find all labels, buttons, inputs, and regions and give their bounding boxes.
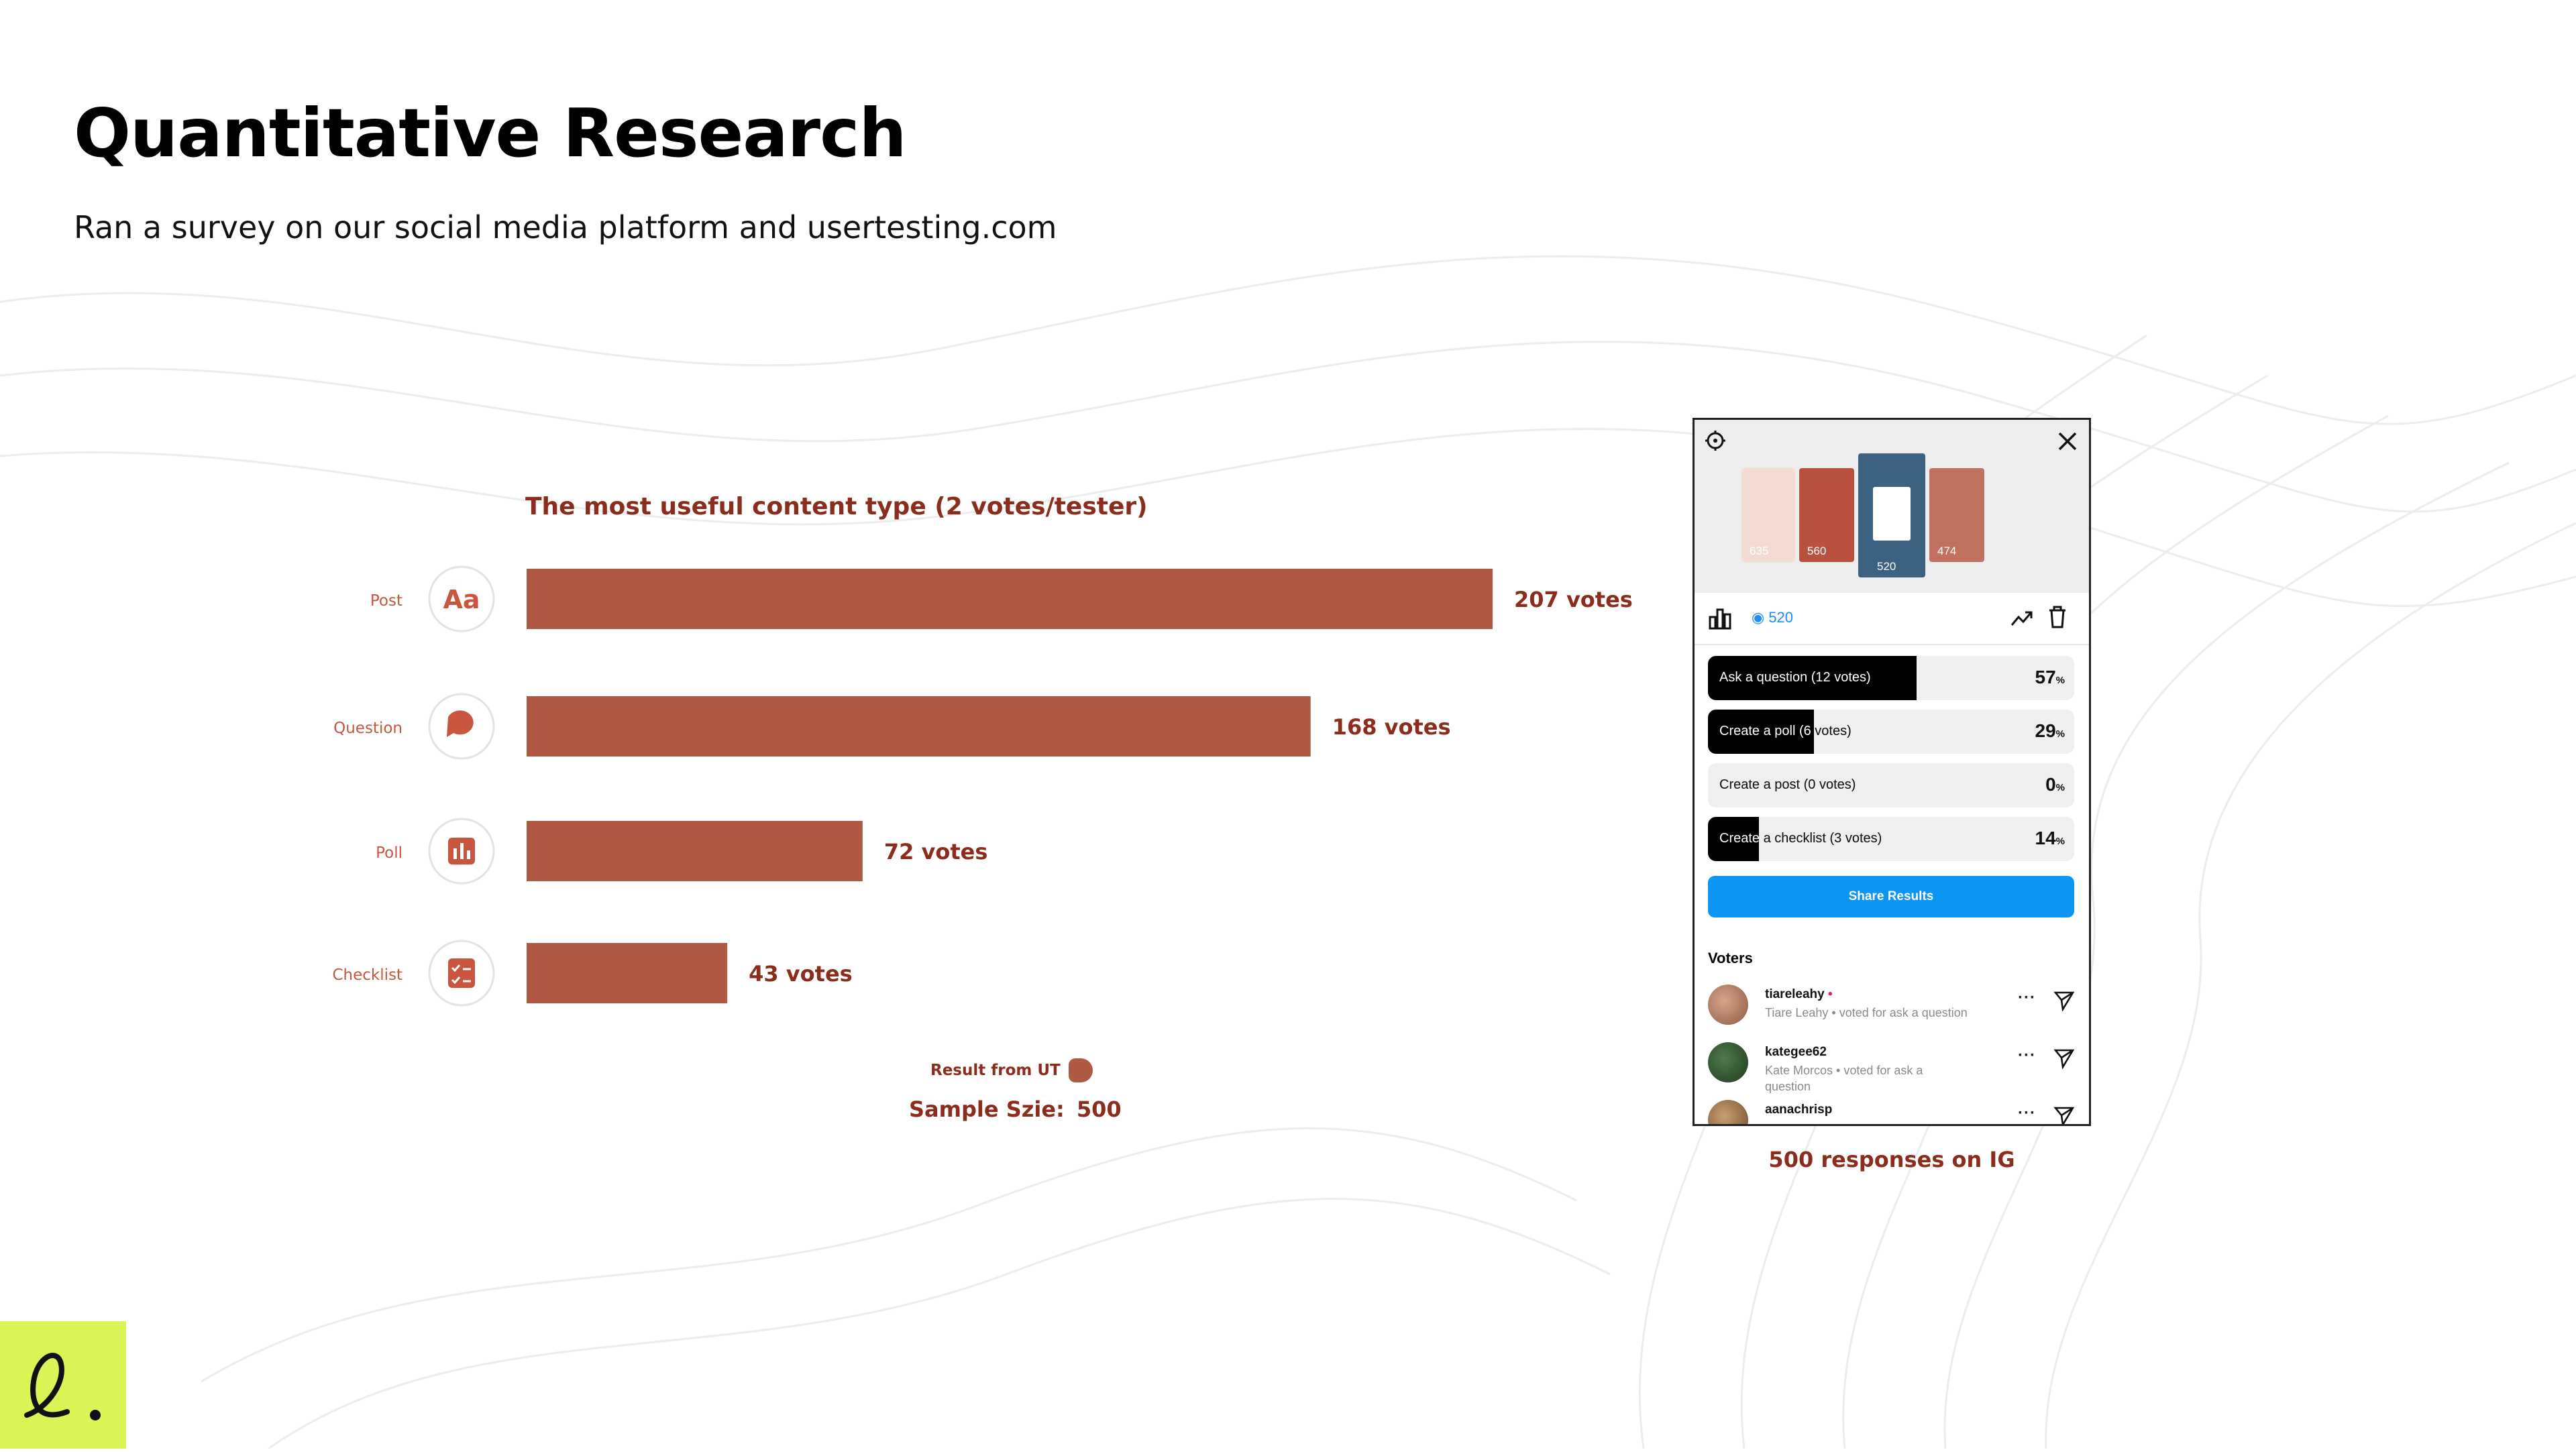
bar-chart-icon-bar [467, 850, 470, 859]
story-views: 474 [1937, 545, 1957, 557]
share-results-button[interactable]: Share Results [1708, 876, 2074, 917]
checklist-icon [448, 958, 475, 988]
sample-size-value: 500 [1076, 1097, 1122, 1122]
brand-logo [0, 1321, 126, 1449]
checklist-icon-marks [451, 964, 471, 985]
send-icon[interactable] [2053, 1048, 2075, 1069]
voter-description: Tiare Leahy • voted for ask a question [1765, 1006, 1968, 1019]
category-label: Checklist [332, 966, 402, 984]
chart-title: The most useful content type (2 votes/te… [525, 493, 1148, 520]
chart-legend: Result from UT [930, 1058, 1093, 1082]
story-thumbnail[interactable]: 560 [1799, 468, 1854, 562]
avatar[interactable] [1708, 1042, 1748, 1082]
poll-option-percent: 14% [2035, 828, 2065, 848]
poll-option-fill [1708, 710, 1815, 754]
text-aa-icon: Aa [443, 585, 480, 614]
more-options-icon[interactable]: ··· [2018, 1104, 2036, 1122]
poll-option-label: Ask a question (12 votes) [1719, 670, 1871, 685]
page-title: Quantitative Research [74, 94, 907, 172]
bar [527, 696, 1311, 757]
poll-preview [1873, 487, 1911, 541]
send-icon[interactable] [2053, 1105, 2075, 1126]
data-label: 43 votes [749, 961, 853, 987]
poll-option-percent: 0% [2045, 774, 2065, 795]
eye-icon: ◉ [1752, 609, 1769, 626]
legend-label: Result from UT [930, 1062, 1061, 1079]
category-label: Question [333, 720, 402, 737]
story-views: 635 [1750, 545, 1769, 557]
voter-description: Kate Morcos • voted for ask a question [1765, 1064, 1923, 1093]
bar [527, 821, 863, 881]
poll-option-percent: 29% [2035, 720, 2065, 741]
poll-option: Create a poll (6 votes) 29% [1708, 710, 2074, 754]
send-icon[interactable] [2053, 990, 2075, 1011]
category-label: Post [370, 592, 402, 610]
icon-badge [428, 565, 495, 632]
voter-row[interactable]: tiareleahy • Tiare Leahy • voted for ask… [1708, 985, 2084, 1038]
poll-option: Ask a question (12 votes) 57% [1708, 656, 2074, 700]
data-label: 72 votes [884, 839, 988, 864]
bar-chart-icon-bar [460, 843, 464, 859]
close-icon[interactable] [2057, 431, 2078, 452]
sample-size: Sample Szie: 500 [909, 1097, 1122, 1122]
story-thumbnail-active[interactable]: 520 [1858, 453, 1925, 577]
e-logo-icon [24, 1353, 101, 1420]
bar [527, 943, 728, 1003]
story-header: 635 560 520 474 [1695, 420, 2089, 593]
more-options-icon[interactable]: ··· [2018, 989, 2036, 1007]
page-subtitle: Ran a survey on our social media platfor… [74, 209, 1057, 245]
gear-icon[interactable] [1704, 429, 1727, 452]
ig-caption: 500 responses on IG [1768, 1147, 2015, 1172]
poll-toolbar: ◉ 520 [1695, 593, 2089, 645]
voter-username[interactable]: aanachrisp [1765, 1103, 1833, 1117]
poll-option-fill [1708, 817, 1760, 861]
avatar[interactable] [1708, 985, 1748, 1025]
story-thumbnail[interactable]: 474 [1929, 468, 1984, 562]
question-chat-icon [447, 710, 474, 737]
story-views: 560 [1807, 545, 1827, 557]
voter-row[interactable]: aanachrisp ··· [1708, 1100, 2084, 1126]
bar-chart-icon-bar [453, 848, 457, 859]
trash-icon[interactable] [2047, 605, 2068, 629]
avatar[interactable] [1708, 1100, 1748, 1124]
bar [527, 569, 1493, 629]
poll-option: Create a checklist (3 votes) 14% [1708, 817, 2074, 861]
data-label: 168 votes [1332, 714, 1451, 740]
poll-option-percent: 57% [2035, 667, 2065, 687]
poll-option-label: Create a poll (6 votes) [1719, 724, 1851, 738]
poll-option-fill [1708, 656, 1917, 700]
voters-heading: Voters [1708, 950, 1753, 966]
voter-username[interactable]: kategee62 [1765, 1045, 1827, 1059]
more-options-icon[interactable]: ··· [2018, 1046, 2036, 1064]
view-count: ◉ 520 [1752, 609, 1793, 626]
legend-swatch [1068, 1058, 1093, 1082]
trending-up-icon[interactable] [2010, 608, 2034, 629]
instagram-poll-panel: 635 560 520 474 ◉ 520 Ask a question (12… [1693, 418, 2091, 1126]
voter-username[interactable]: tiareleahy • [1765, 987, 1833, 1001]
bar-chart-icon[interactable] [1708, 606, 1732, 630]
data-label: 207 votes [1514, 587, 1633, 612]
view-count-value: 520 [1768, 609, 1794, 626]
poll-option: Create a post (0 votes) 0% [1708, 763, 2074, 807]
voter-row[interactable]: kategee62 Kate Morcos • voted for ask a … [1708, 1042, 2084, 1096]
sample-size-label: Sample Szie: [909, 1097, 1065, 1122]
poll-option-label: Create a checklist (3 votes) [1719, 831, 1882, 846]
poll-option-label: Create a post (0 votes) [1719, 777, 1856, 792]
category-label: Poll [376, 844, 402, 862]
story-thumbnail[interactable]: 635 [1741, 468, 1795, 562]
story-views: 520 [1877, 560, 1896, 573]
